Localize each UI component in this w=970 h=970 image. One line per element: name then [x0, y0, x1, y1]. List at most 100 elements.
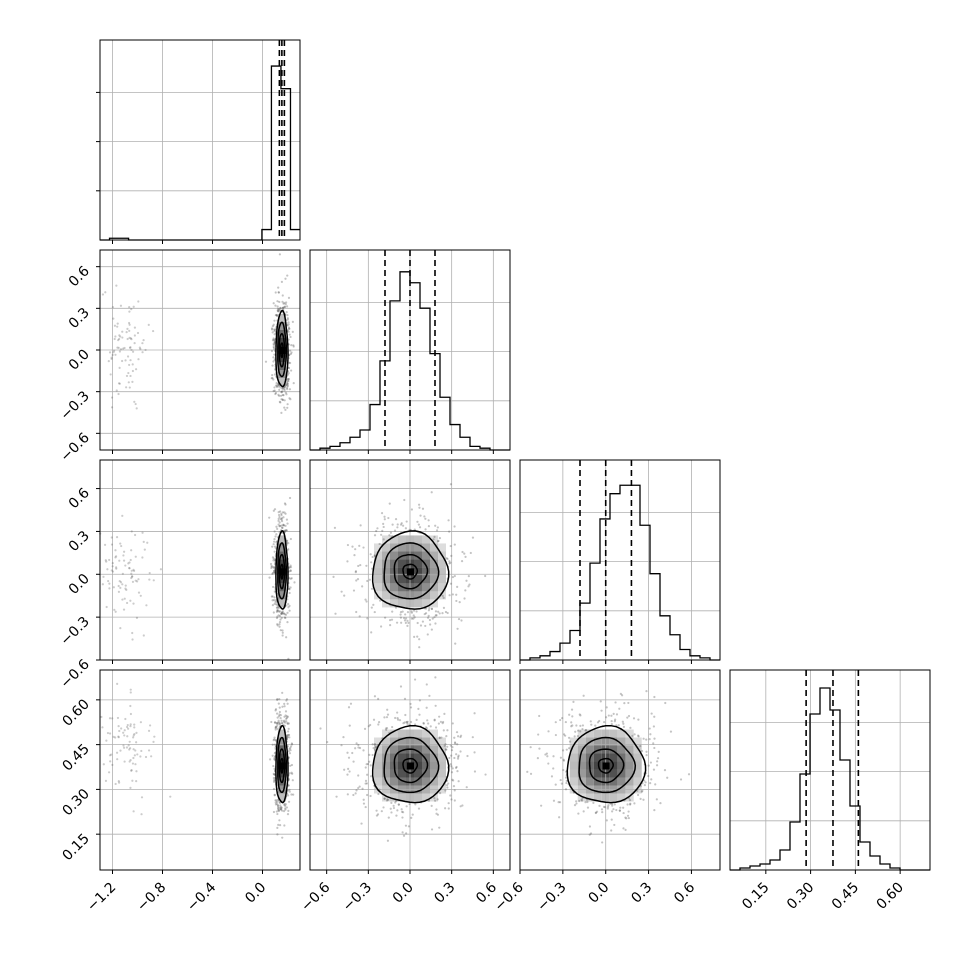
outlier-point: [128, 760, 131, 763]
density-cell: [382, 737, 390, 746]
scatter-point: [290, 742, 293, 745]
outlier-point: [116, 325, 119, 328]
scatter-point: [435, 808, 438, 811]
outlier-point: [114, 556, 117, 559]
scatter-point: [396, 526, 399, 529]
density-cell: [277, 729, 286, 738]
scatter-point: [590, 723, 593, 726]
scatter-point: [445, 784, 449, 787]
outlier-point: [125, 746, 129, 749]
outlier-point: [115, 751, 119, 754]
scatter-point: [413, 528, 416, 531]
outlier-point: [142, 634, 145, 637]
scatter-point: [588, 825, 592, 828]
scatter-point: [382, 525, 385, 529]
scatter-point: [273, 530, 276, 533]
density-cell: [633, 769, 642, 778]
scatter-point: [357, 786, 360, 790]
scatter-point: [366, 579, 369, 583]
scatter-point: [418, 713, 421, 716]
outlier-point: [159, 568, 163, 571]
scatter-point: [377, 723, 380, 726]
scatter-point: [388, 534, 391, 537]
outlier-point: [133, 533, 137, 537]
scatter-point: [279, 517, 282, 520]
scatter-point: [287, 380, 290, 383]
y-tick-label: 0.0: [66, 571, 93, 598]
scatter-point: [669, 730, 673, 733]
scatter-point: [278, 300, 281, 304]
scatter-point: [617, 724, 620, 727]
scatter-point: [372, 746, 375, 750]
x-tick-label: 0.45: [829, 880, 862, 913]
scatter-point: [410, 508, 414, 511]
scatter-point: [287, 548, 290, 551]
scatter-point: [424, 517, 427, 520]
scatter-point: [380, 810, 383, 813]
scatter-point: [438, 736, 441, 739]
scatter-point: [622, 722, 625, 725]
scatter-point: [273, 758, 276, 761]
outlier-point: [129, 337, 132, 340]
scatter-point: [383, 518, 386, 521]
density-cell: [625, 769, 634, 778]
outlier-point: [131, 575, 134, 578]
outlier-point: [118, 334, 121, 337]
scatter-point: [273, 721, 277, 724]
scatter-point: [280, 612, 283, 615]
outlier-point: [150, 755, 153, 758]
x-tick-label: 0.15: [739, 880, 772, 913]
scatter-point: [653, 715, 656, 718]
scatter-point: [280, 616, 283, 619]
scatter-point: [273, 328, 277, 332]
scatter-point: [281, 398, 284, 402]
scatter-point: [448, 530, 451, 533]
scatter-point: [652, 768, 656, 771]
scatter-point: [426, 719, 429, 722]
scatter-point: [369, 553, 372, 556]
outlier-point: [111, 561, 114, 565]
y-tick-label: 0.60: [59, 696, 92, 729]
scatter-point: [407, 825, 411, 828]
density-cell: [438, 543, 446, 552]
scatter-point: [467, 585, 470, 588]
scatter-point: [275, 800, 279, 804]
scatter-point: [403, 697, 407, 700]
scatter-point: [286, 382, 289, 385]
scatter-point: [455, 765, 458, 769]
scatter-point: [272, 345, 275, 348]
outlier-point: [118, 337, 121, 341]
outlier-point: [108, 717, 112, 720]
density-cell: [414, 745, 422, 754]
scatter-point: [397, 803, 400, 806]
scatter-point: [281, 390, 284, 393]
panel-frame: [99, 459, 301, 661]
scatter-point: [286, 318, 289, 321]
scatter-point: [433, 718, 436, 721]
panel-frame: [729, 669, 931, 871]
scatter-point: [279, 714, 282, 717]
scatter-point: [405, 832, 408, 835]
density-cell: [390, 777, 398, 786]
scatter-point: [457, 735, 460, 738]
scatter-point: [391, 523, 394, 526]
scatter-point: [643, 779, 646, 782]
scatter-point: [466, 754, 469, 758]
scatter-point: [365, 600, 368, 603]
scatter-point: [272, 543, 275, 546]
density-cell: [438, 583, 446, 592]
density-cell: [593, 745, 602, 754]
scatter-point: [273, 602, 276, 605]
scatter-point: [394, 606, 398, 609]
scatter-point: [287, 784, 291, 787]
scatter-point: [282, 394, 285, 397]
scatter-point: [378, 599, 382, 602]
density-cell: [277, 322, 286, 330]
scatter-point: [373, 610, 376, 614]
scatter-point: [368, 760, 371, 763]
density-cell: [569, 745, 578, 754]
scatter-point: [288, 788, 291, 791]
outlier-point: [134, 402, 137, 406]
scatter-point: [464, 589, 467, 592]
scatter-point: [280, 512, 283, 515]
